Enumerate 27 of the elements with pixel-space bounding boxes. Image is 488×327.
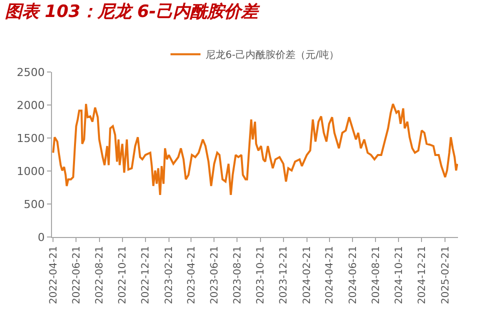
x-tick-label: 2022-12-21: [140, 246, 152, 304]
x-tick-label: 2024-02-21: [302, 246, 314, 304]
x-tick-label: 2023-04-21: [186, 246, 198, 304]
x-tick-label: 2023-06-21: [209, 246, 220, 304]
y-tick-label: 500: [24, 198, 45, 211]
x-tick-label: 2022-10-21: [118, 246, 129, 304]
y-tick-label: 2000: [16, 98, 45, 112]
y-tick-label: 2500: [16, 66, 45, 79]
y-tick-label: 0: [38, 230, 45, 244]
x-tick-label: 2023-12-21: [278, 246, 290, 304]
x-tick-label: 2022-04-21: [48, 246, 60, 304]
x-tick-label: 2025-02-21: [440, 246, 452, 304]
x-tick-label: 2023-08-21: [232, 246, 244, 304]
x-tick-label: 2024-12-21: [416, 246, 428, 304]
x-tick-label: 2024-06-21: [348, 246, 359, 304]
x-tick-label: 2024-08-21: [370, 246, 382, 304]
y-tick-label: 1500: [16, 132, 45, 145]
x-tick-label: 2024-04-21: [324, 246, 336, 304]
x-tick-label: 2022-08-21: [94, 246, 106, 304]
legend-label: 尼龙6-己内酰胺价差（元/吨）: [206, 49, 339, 62]
x-tick-label: 2022-06-21: [71, 246, 82, 304]
chart-title: 图表 103：尼龙 6-己内酰胺价差: [4, 2, 262, 22]
y-tick-label: 1000: [16, 164, 45, 178]
line-series: [52, 102, 458, 196]
x-tick-label: 2024-10-21: [394, 246, 405, 304]
x-tick-label: 2023-10-21: [256, 246, 267, 304]
x-tick-label: 2023-02-21: [164, 246, 176, 304]
